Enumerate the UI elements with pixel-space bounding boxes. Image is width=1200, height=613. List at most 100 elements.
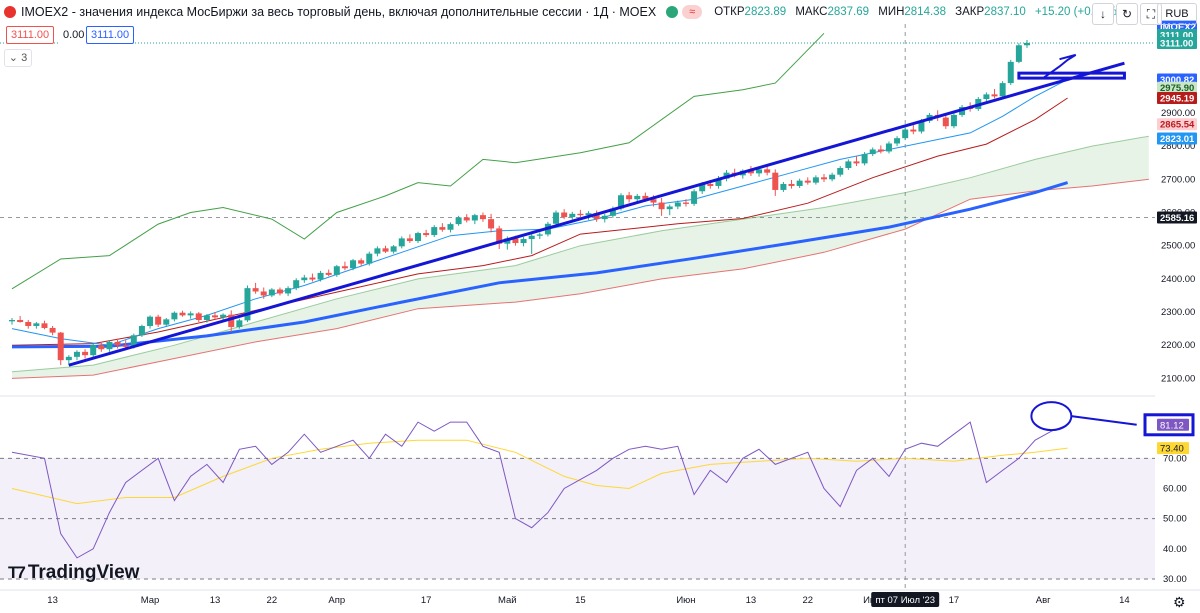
price-label-text: 3111.00 bbox=[1160, 30, 1193, 41]
price-tick-label: 2700.00 bbox=[1161, 174, 1195, 185]
price-label-text: 2945.19 bbox=[1160, 94, 1194, 105]
tradingview-mark-icon: T7 bbox=[8, 563, 26, 582]
rsi-label-box bbox=[1157, 418, 1189, 431]
rsi-tick-label: 40.00 bbox=[1163, 544, 1187, 555]
candle-down bbox=[382, 248, 389, 252]
buy-price-box[interactable]: 3111.00 bbox=[86, 26, 135, 44]
high-label: МАКС bbox=[795, 6, 828, 18]
price-label-text: 3000.82 bbox=[1160, 75, 1194, 86]
ohlc-readout: ОТКР2823.89 МАКС2837.69 МИН2814.38 ЗАКР2… bbox=[714, 6, 1120, 18]
candle-down bbox=[423, 233, 430, 236]
close-label: ЗАКР bbox=[955, 6, 985, 18]
candle-up bbox=[285, 288, 292, 294]
currency-selector[interactable]: RUB bbox=[1157, 3, 1197, 25]
price-label-text: 2823.01 bbox=[1160, 134, 1195, 145]
indicator-collapse-button[interactable]: ⌄ 3 bbox=[4, 49, 32, 67]
candle-down bbox=[276, 289, 283, 294]
candle-up bbox=[918, 120, 925, 132]
candle-down bbox=[122, 345, 129, 347]
price-label-text: 2975.90 bbox=[1160, 83, 1194, 94]
candle-down bbox=[49, 327, 56, 333]
price-label-text: IMOEX2 bbox=[1160, 22, 1196, 33]
candle-down bbox=[114, 341, 121, 346]
candle-down bbox=[155, 316, 162, 325]
candle-up bbox=[983, 94, 990, 100]
candle-up bbox=[885, 143, 892, 152]
candle-down bbox=[658, 202, 665, 210]
chart-header: IMOEX2 - значения индекса МосБиржи за ве… bbox=[0, 0, 1200, 24]
low-value: 2814.38 bbox=[904, 6, 946, 18]
ichimoku-cloud bbox=[12, 136, 1149, 379]
candle-up bbox=[138, 325, 145, 336]
candle-up bbox=[220, 314, 227, 318]
candle-up bbox=[691, 191, 698, 204]
candle-up bbox=[90, 345, 97, 356]
price-tick-label: 2800.00 bbox=[1161, 141, 1195, 152]
candle-up bbox=[171, 312, 178, 320]
candle-down bbox=[764, 169, 771, 173]
fullscreen-icon[interactable]: ⛶ bbox=[1140, 3, 1162, 25]
lagging-span-line bbox=[11, 32, 825, 290]
price-label-box bbox=[1157, 132, 1197, 145]
time-tick-label: 22 bbox=[267, 595, 278, 606]
candle-down bbox=[488, 219, 495, 229]
rsi-label-text: 73.40 bbox=[1160, 444, 1184, 455]
tradingview-logo[interactable]: T7 TradingView bbox=[8, 562, 139, 584]
candle-up bbox=[829, 174, 836, 180]
replay-icon[interactable]: ↻ bbox=[1116, 3, 1138, 25]
symbol-title[interactable]: IMOEX2 - значения индекса МосБиржи за ве… bbox=[21, 5, 657, 19]
candle-up bbox=[65, 356, 72, 361]
candle-down bbox=[195, 313, 202, 321]
candle-up bbox=[1015, 45, 1022, 62]
candle-up bbox=[73, 351, 80, 357]
rsi-tick-label: 50.00 bbox=[1163, 514, 1187, 525]
market-open-icon bbox=[666, 6, 679, 18]
candle-up bbox=[33, 323, 40, 326]
candle-down bbox=[626, 195, 633, 200]
price-tick-label: 2900.00 bbox=[1161, 108, 1195, 119]
candle-up bbox=[187, 313, 194, 316]
candle-up bbox=[894, 138, 901, 144]
settings-icon[interactable]: ⚙ bbox=[1173, 594, 1186, 610]
candle-up bbox=[471, 215, 478, 221]
open-value: 2823.89 bbox=[744, 6, 787, 18]
spread-value: 0.00 bbox=[58, 26, 90, 44]
price-label-box bbox=[1157, 211, 1197, 224]
price-label-box bbox=[1157, 81, 1197, 94]
price-tick-label: 2200.00 bbox=[1161, 340, 1195, 351]
candle-down bbox=[463, 217, 470, 221]
candle-up bbox=[902, 129, 909, 139]
candle-down bbox=[804, 180, 811, 183]
candle-down bbox=[650, 199, 657, 203]
time-tick-label: 17 bbox=[949, 595, 960, 606]
candle-down bbox=[642, 195, 649, 200]
candle-up bbox=[147, 316, 154, 326]
high-value: 2837.69 bbox=[827, 6, 870, 18]
candle-up bbox=[699, 183, 706, 192]
candle-up bbox=[366, 253, 373, 264]
sell-price-box[interactable]: 3111.00 bbox=[6, 26, 55, 44]
candle-down bbox=[17, 320, 24, 322]
candle-up bbox=[780, 183, 787, 190]
candle-up bbox=[536, 234, 543, 236]
candle-down bbox=[57, 332, 64, 361]
candle-down bbox=[593, 213, 600, 220]
arrow-down-icon[interactable]: ↓ bbox=[1092, 3, 1114, 25]
candle-up bbox=[130, 335, 137, 347]
candle-up bbox=[317, 272, 324, 280]
close-value: 2837.10 bbox=[984, 6, 1026, 18]
candle-down bbox=[406, 238, 413, 242]
candle-down bbox=[821, 177, 827, 180]
time-tick-label: 17 bbox=[421, 595, 432, 606]
moving-average-line bbox=[11, 181, 1069, 349]
candle-up bbox=[520, 239, 527, 244]
indicator-count: 3 bbox=[21, 52, 28, 64]
candle-down bbox=[877, 149, 884, 152]
candle-up bbox=[415, 233, 421, 242]
candle-up bbox=[398, 238, 405, 247]
candle-up bbox=[244, 288, 251, 321]
rsi-label-box bbox=[1157, 442, 1189, 455]
price-tick-label: 2500.00 bbox=[1161, 241, 1195, 252]
candle-down bbox=[212, 315, 218, 318]
